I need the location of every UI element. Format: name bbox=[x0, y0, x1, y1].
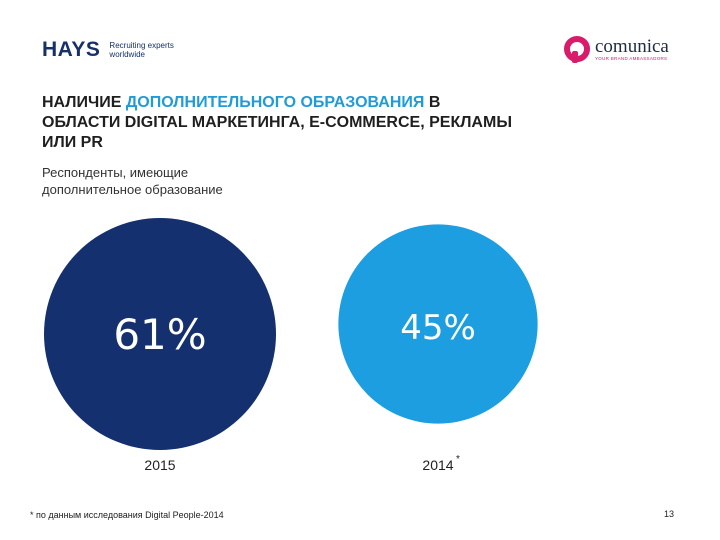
hays-tagline-line-1: Recruiting experts bbox=[109, 41, 174, 50]
comunica-logo-icon bbox=[564, 36, 590, 63]
hays-logo-word: HAYS bbox=[42, 38, 101, 61]
page-number: 13 bbox=[664, 509, 675, 519]
category-label-2015: 2015 bbox=[144, 457, 175, 473]
comunica-logo-tagline: YOUR BRAND AMBASSADORS bbox=[595, 55, 668, 61]
footnote-marker-2014: * bbox=[456, 454, 460, 465]
hays-tagline-line-2: worldwide bbox=[109, 50, 145, 59]
category-label-2014: 2014 bbox=[422, 457, 453, 473]
hays-logo: HAYS Recruiting experts worldwide bbox=[42, 38, 174, 62]
bubble-chart: 61% 2015 45% 2014 * bbox=[44, 218, 538, 473]
bubble-2015 bbox=[44, 218, 276, 450]
chart-subtitle: Респонденты, имеющие дополнительное обра… bbox=[42, 165, 223, 197]
comunica-logo: comunica YOUR BRAND AMBASSADORS bbox=[562, 34, 669, 64]
comunica-logo-word: comunica bbox=[595, 35, 669, 57]
footnote: * по данным исследования Digital People-… bbox=[30, 510, 224, 520]
bubble-value-label-2015: 61% bbox=[113, 310, 206, 359]
bubble-value-label-2014: 45% bbox=[400, 308, 476, 348]
title-part-2: В ОБЛАСТИ DIGITAL МАРКЕТИНГА, E-COMMERCE… bbox=[42, 94, 512, 151]
comunica-logo-text: comunica YOUR BRAND AMBASSADORS bbox=[595, 37, 669, 62]
hays-logo-tagline: Recruiting experts worldwide bbox=[109, 41, 173, 59]
title-highlight: ДОПОЛНИТЕЛЬНОГО ОБРАЗОВАНИЯ bbox=[125, 94, 425, 111]
bubble-2014 bbox=[338, 224, 538, 424]
title-part-1: НАЛИЧИЕ bbox=[42, 94, 126, 111]
page-title: НАЛИЧИЕ ДОПОЛНИТЕЛЬНОГО ОБРАЗОВАНИЯ В ОБ… bbox=[42, 93, 512, 153]
